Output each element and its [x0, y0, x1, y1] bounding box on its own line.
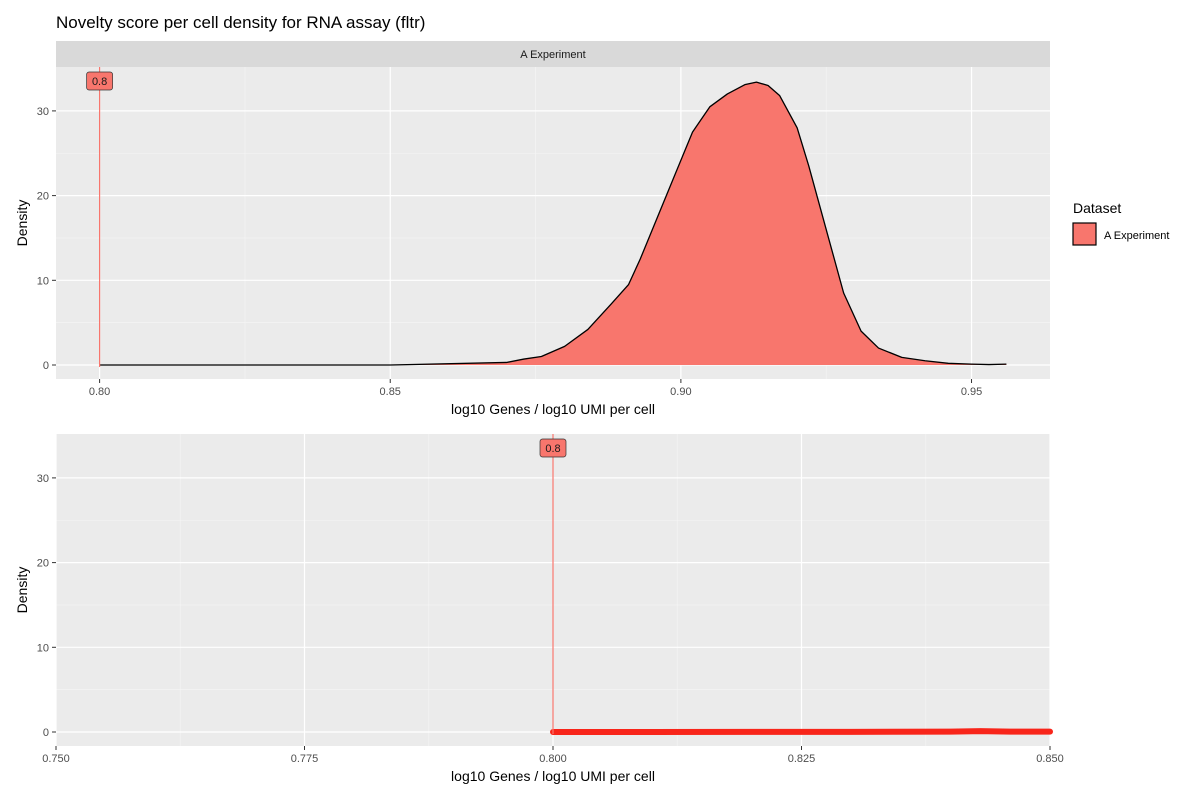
bottom-panel-marks: 0.8 [539, 434, 1053, 735]
threshold-label-text: 0.8 [92, 76, 107, 88]
top-panel-marks: 0.8 [86, 67, 1007, 367]
density-line [550, 728, 1053, 735]
density-area-fill [99, 82, 1007, 366]
y-tick-label: 20 [37, 191, 49, 203]
bottom-panel-axes: 0.750 0.775 0.800 0.825 0.850 0 10 20 30 [37, 473, 1064, 765]
top-panel-axes: 0.80 0.85 0.90 0.95 0 10 20 30 [37, 106, 982, 398]
y-tick-label: 0 [43, 727, 49, 739]
legend-title: Dataset [1073, 200, 1121, 216]
x-tick-label: 0.95 [961, 386, 982, 398]
x-tick-label: 0.825 [788, 753, 816, 765]
y-tick-label: 0 [43, 360, 49, 372]
y-tick-label: 30 [37, 473, 49, 485]
legend-label-a-experiment: A Experiment [1104, 230, 1169, 242]
legend: Dataset A Experiment [1072, 200, 1169, 246]
x-tick-label: 0.90 [670, 386, 691, 398]
x-tick-label: 0.85 [380, 386, 401, 398]
y-tick-label: 10 [37, 275, 49, 287]
top-x-axis-title: log10 Genes / log10 UMI per cell [451, 401, 655, 417]
density-outline [99, 81, 1007, 366]
y-tick-label: 20 [37, 558, 49, 570]
x-tick-label: 0.800 [539, 753, 567, 765]
legend-key-a-experiment [1072, 222, 1097, 246]
facet-strip-label: A Experiment [520, 49, 585, 61]
facet-strip [56, 41, 1050, 67]
bottom-x-axis-title: log10 Genes / log10 UMI per cell [451, 768, 655, 784]
x-tick-label: 0.80 [89, 386, 110, 398]
figure-title: Novelty score per cell density for RNA a… [56, 13, 425, 32]
top-y-axis-title: Density [14, 200, 30, 247]
y-tick-label: 30 [37, 106, 49, 118]
x-tick-label: 0.850 [1036, 753, 1064, 765]
x-tick-label: 0.750 [42, 753, 70, 765]
top-panel-background [56, 67, 1050, 379]
x-tick-label: 0.775 [291, 753, 319, 765]
threshold-label-text: 0.8 [545, 443, 560, 455]
threshold-label-box [86, 71, 113, 91]
threshold-label-box [539, 438, 567, 458]
y-tick-label: 10 [37, 642, 49, 654]
bottom-y-axis-title: Density [14, 567, 30, 614]
